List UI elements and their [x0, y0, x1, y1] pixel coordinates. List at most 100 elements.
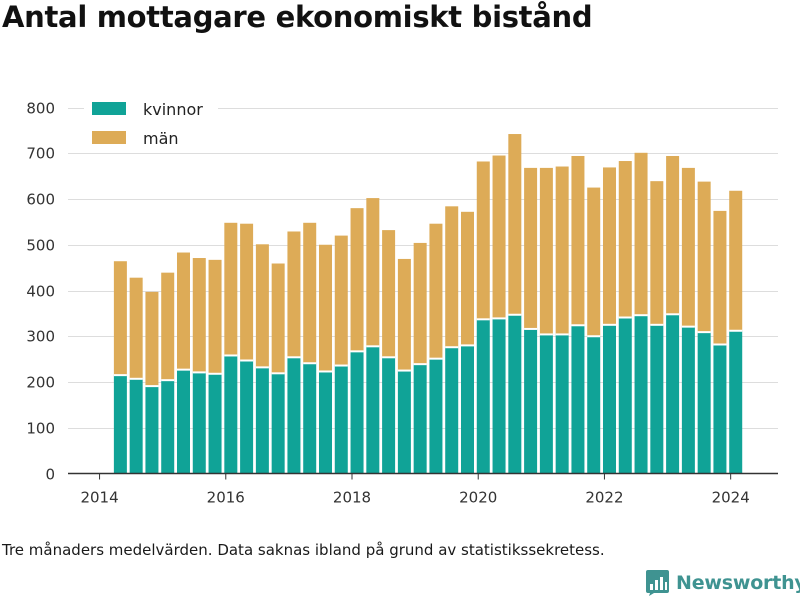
bar-kvinnor	[429, 358, 443, 474]
brand: Newsworthy	[645, 569, 800, 596]
y-tick-label: 0	[45, 466, 55, 484]
bar-man	[382, 230, 396, 358]
bar-man	[445, 206, 459, 348]
bar-kvinnor	[350, 351, 364, 474]
y-tick-label: 800	[26, 100, 55, 118]
bar-man	[729, 190, 743, 331]
bar-kvinnor	[713, 344, 727, 474]
bar-man	[634, 152, 648, 316]
bar-man	[555, 166, 569, 335]
y-tick-label: 600	[26, 191, 55, 209]
bar-kvinnor	[303, 363, 317, 474]
bar-kvinnor	[240, 360, 254, 474]
bar-man	[350, 208, 364, 352]
bar-kvinnor	[524, 328, 538, 474]
bar-kvinnor	[697, 332, 711, 474]
bar-man	[303, 222, 317, 364]
bar-man	[713, 210, 727, 345]
bar-kvinnor	[224, 355, 238, 474]
bar-man	[145, 291, 159, 387]
bar-man	[476, 161, 490, 320]
bar-kvinnor	[255, 367, 269, 474]
footnote: Tre månaders medelvärden. Data saknas ib…	[2, 541, 605, 559]
bar-kvinnor	[271, 373, 285, 474]
bar-man	[366, 198, 380, 347]
bar-kvinnor	[729, 330, 743, 474]
y-tick-label: 400	[26, 283, 55, 301]
bar-man	[318, 244, 332, 372]
bar-man	[666, 155, 680, 315]
bar-man	[161, 272, 175, 381]
bar-kvinnor	[555, 334, 569, 474]
bar-man	[524, 167, 538, 329]
bar-kvinnor	[129, 378, 143, 474]
newsworthy-logo-icon	[646, 570, 669, 596]
bar-kvinnor	[192, 372, 206, 474]
bar-man	[492, 155, 506, 319]
bar-kvinnor	[445, 347, 459, 474]
bar-man	[224, 222, 238, 356]
bar-kvinnor	[382, 357, 396, 474]
legend: kvinnor män	[84, 96, 218, 153]
bar-man	[287, 231, 301, 358]
stacked-bar-chart: 0 100 200 300 400 500 600 700 800 2014 2016 2018 20…	[26, 96, 778, 507]
bar-man	[508, 134, 522, 315]
bar-man	[571, 155, 585, 326]
x-tick-label: 2014	[80, 489, 118, 507]
y-tick-label: 500	[26, 237, 55, 255]
bar-man	[539, 167, 553, 335]
bar-kvinnor	[587, 336, 601, 474]
bar-kvinnor	[650, 324, 664, 474]
bar-man	[271, 263, 285, 374]
legend-swatch-kvinnor	[92, 102, 126, 115]
bar-kvinnor	[602, 324, 616, 474]
bar-man	[681, 167, 695, 327]
y-tick-label: 700	[26, 145, 55, 163]
x-tick-label: 2018	[333, 489, 371, 507]
legend-label-man: män	[143, 129, 179, 148]
bar-man	[397, 258, 411, 371]
y-tick-label: 200	[26, 374, 55, 392]
bar-kvinnor	[318, 371, 332, 474]
legend-label-kvinnor: kvinnor	[143, 100, 203, 119]
x-tick-label: 2016	[207, 489, 245, 507]
bar-man	[413, 242, 427, 365]
bar-man	[334, 235, 348, 366]
bar-kvinnor	[571, 325, 585, 474]
bar-man	[602, 167, 616, 325]
bar-man	[587, 187, 601, 337]
bar-man	[129, 277, 143, 379]
bar-man	[192, 258, 206, 373]
bar-man	[697, 181, 711, 333]
brand-name: Newsworthy	[676, 571, 800, 594]
bar-kvinnor	[618, 317, 632, 474]
bar-kvinnor	[161, 380, 175, 474]
bar-kvinnor	[492, 318, 506, 474]
bar-kvinnor	[334, 365, 348, 474]
bar-kvinnor	[476, 319, 490, 474]
bar-kvinnor	[208, 373, 222, 474]
x-tick-label: 2024	[712, 489, 750, 507]
bars	[113, 134, 743, 474]
bar-kvinnor	[366, 346, 380, 474]
bar-man	[176, 252, 190, 370]
bar-man	[113, 261, 127, 376]
bar-kvinnor	[666, 314, 680, 474]
bar-man	[650, 181, 664, 325]
bar-man	[240, 223, 254, 361]
bar-kvinnor	[413, 364, 427, 474]
bar-man	[208, 259, 222, 374]
bar-kvinnor	[397, 370, 411, 474]
bar-man	[618, 161, 632, 318]
y-axis: 0 100 200 300 400 500 600 700 800	[26, 100, 55, 484]
x-tick-label: 2020	[459, 489, 497, 507]
bar-man	[460, 211, 474, 346]
legend-swatch-man	[92, 131, 126, 144]
bar-man	[255, 244, 269, 368]
y-tick-label: 300	[26, 328, 55, 346]
bar-kvinnor	[287, 357, 301, 474]
x-axis: 2014 2016 2018 2020 2022 2024	[68, 472, 778, 507]
bar-kvinnor	[145, 386, 159, 474]
y-tick-label: 100	[26, 420, 55, 438]
bar-kvinnor	[113, 375, 127, 474]
